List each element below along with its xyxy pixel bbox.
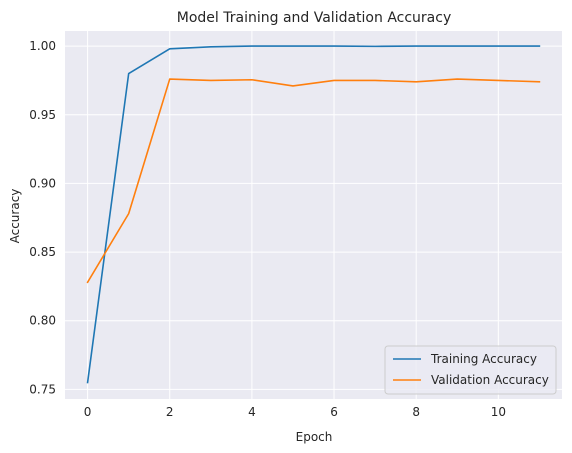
legend-box bbox=[384, 345, 557, 395]
x-tick-label: 4 bbox=[248, 405, 256, 419]
y-axis-label: Accuracy bbox=[8, 189, 22, 244]
y-tick-label: 1.00 bbox=[29, 39, 56, 53]
x-tick-label: 8 bbox=[412, 405, 420, 419]
y-tick-label: 0.90 bbox=[29, 176, 56, 190]
legend: Training Accuracy Validation Accuracy bbox=[384, 345, 557, 395]
x-axis: 0 2 4 6 8 10 bbox=[84, 405, 506, 419]
chart-title: Model Training and Validation Accuracy bbox=[177, 10, 451, 26]
x-axis-label: Epoch bbox=[296, 430, 333, 444]
legend-label: Training Accuracy bbox=[430, 352, 537, 366]
x-tick-label: 0 bbox=[84, 405, 92, 419]
legend-label: Validation Accuracy bbox=[431, 373, 549, 387]
y-tick-label: 0.80 bbox=[29, 314, 56, 328]
x-tick-label: 10 bbox=[491, 405, 506, 419]
series-lines bbox=[86, 45, 541, 384]
grid-lines bbox=[65, 31, 562, 399]
plot-area bbox=[65, 31, 562, 399]
x-tick-label: 6 bbox=[330, 405, 338, 419]
y-tick-label: 0.75 bbox=[29, 382, 56, 396]
series-line-training-accuracy bbox=[86, 45, 541, 384]
series-line-validation-accuracy bbox=[86, 78, 541, 284]
y-tick-label: 0.85 bbox=[29, 245, 56, 259]
y-axis: 0.75 0.80 0.85 0.90 0.95 1.00 bbox=[29, 39, 56, 396]
x-tick-label: 2 bbox=[166, 405, 174, 419]
y-tick-label: 0.95 bbox=[29, 108, 56, 122]
